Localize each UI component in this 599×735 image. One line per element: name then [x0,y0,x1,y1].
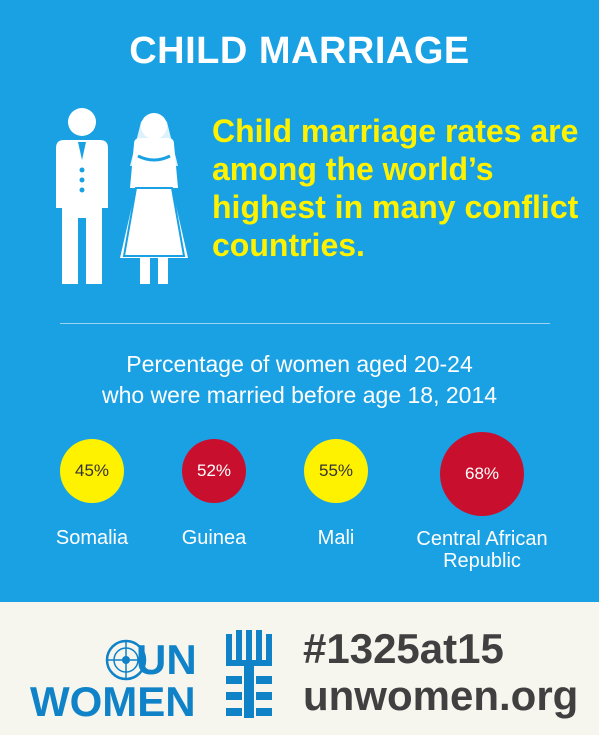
country-label-line-1: Central African [416,528,548,550]
un-women-emblem-icon [226,630,272,718]
country-label-line-2: Republic [443,550,521,572]
chart-subtitle: Percentage of women aged 20-24 who were … [0,349,599,411]
country-label: Somalia [55,527,129,549]
page-title: CHILD MARRIAGE [129,30,470,72]
stat-somalia: 45% Somalia [42,439,142,549]
stat-circle: 45% [60,439,124,503]
stat-circle: 68% [440,432,524,516]
country-label: Guinea [181,527,247,549]
logo-women-text: WOMEN [30,678,196,725]
subtitle-line-1: Percentage of women aged 20-24 [126,351,473,377]
country-label: Mali [317,527,355,549]
stat-guinea: 52% Guinea [164,439,264,549]
stat-circle: 55% [304,439,368,503]
bride-groom-icon [56,108,188,284]
stat-circle: 52% [182,439,246,503]
website-link[interactable]: unwomen.org [303,672,579,719]
headline-text: Child marriage rates are among the world… [212,113,579,263]
un-globe-icon [105,639,147,681]
subtitle-line-2: who were married before age 18, 2014 [101,382,498,408]
infographic-panel: CHILD MARRIAGE Child marriage rates are … [0,30,599,572]
stat-central-african-republic: 68% Central African Republic [392,432,572,572]
footer [0,602,599,735]
stat-mali: 55% Mali [286,439,386,549]
hashtag-text: #1325at15 [303,625,504,672]
country-label: Central African Republic [392,528,572,572]
section-divider [60,323,550,324]
